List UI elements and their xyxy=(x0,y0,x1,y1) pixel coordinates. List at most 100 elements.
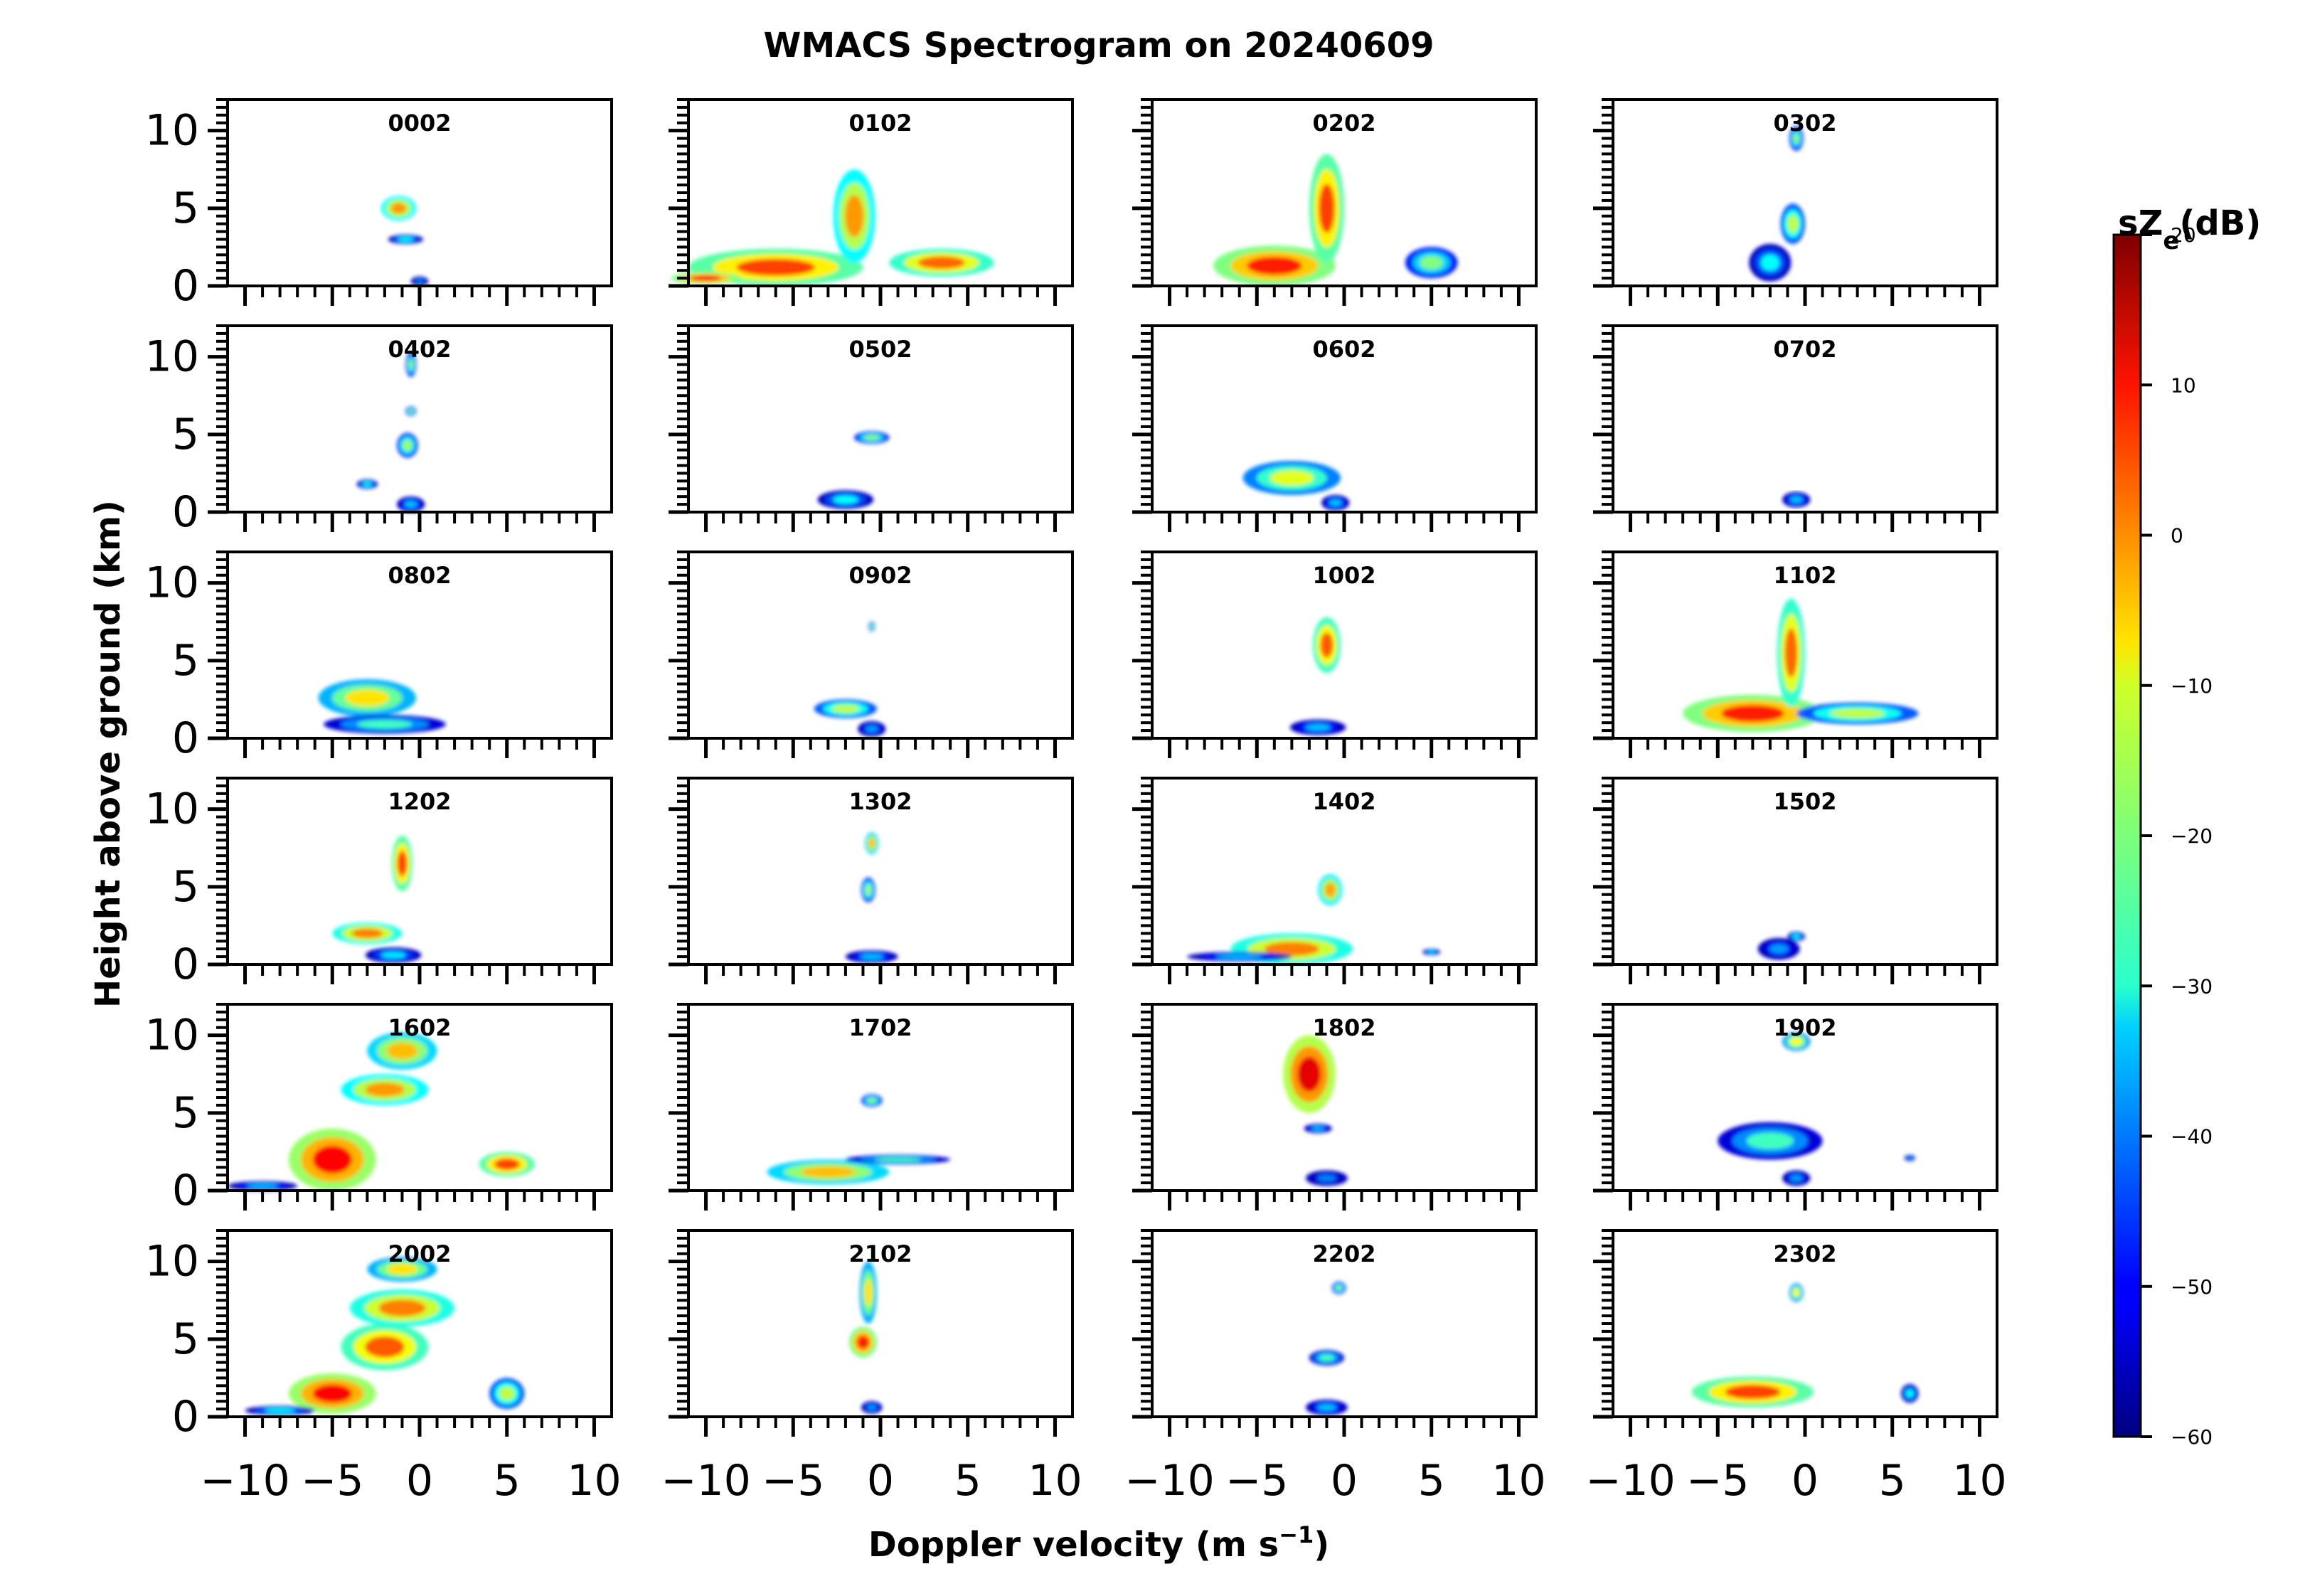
y-tick-label: 5 xyxy=(172,410,199,459)
spectrum-data xyxy=(1242,460,1350,511)
panel-1602: 1602 0 5 10 xyxy=(145,1003,613,1215)
panel-time-label: 0502 xyxy=(848,336,912,363)
x-tick-label: 0 xyxy=(406,1456,433,1506)
panel-1202: 1202 0 5 10 xyxy=(145,777,613,989)
y-tick-label: 5 xyxy=(172,1088,199,1138)
panel-background xyxy=(228,778,612,964)
spectrum-blob xyxy=(1215,954,1263,959)
spectrum-blob xyxy=(408,358,414,371)
spectrum-blob xyxy=(1907,1156,1912,1161)
colorbar-tick-label: −30 xyxy=(2171,974,2213,998)
spectrum-blob xyxy=(1792,934,1801,939)
panel-1502: 1502 xyxy=(1593,777,1998,984)
x-tick-label: 10 xyxy=(1491,1456,1545,1506)
panel-time-label: 0002 xyxy=(388,110,451,137)
spectrum-blob xyxy=(351,928,383,939)
spectrum-blob xyxy=(1317,1403,1336,1411)
y-tick-label: 5 xyxy=(172,636,199,686)
y-tick-label: 0 xyxy=(172,940,199,989)
spectrum-blob xyxy=(1789,1174,1803,1182)
spectrum-blob xyxy=(1721,705,1784,722)
spectrum-blob xyxy=(1329,499,1342,506)
x-tick-label: 10 xyxy=(1028,1456,1082,1506)
colorbar-tick-label: −50 xyxy=(2171,1275,2213,1299)
spectrum-blob xyxy=(865,725,878,733)
panel-1102: 1102 xyxy=(1593,550,1998,758)
spectrum-blob xyxy=(1269,470,1314,486)
colorbar-tick-label: 10 xyxy=(2171,373,2196,397)
panel-0602: 0602 xyxy=(1132,324,1538,532)
colorbar-tick-label: −60 xyxy=(2171,1425,2213,1449)
x-axis-label: Doppler velocity (m s−1) xyxy=(868,1521,1329,1565)
spectrum-data xyxy=(848,1261,883,1414)
spectrum-blob xyxy=(863,435,880,441)
panel-0502: 0502 xyxy=(669,324,1074,532)
spectrum-blob xyxy=(1725,1385,1781,1399)
spectrum-blob xyxy=(1264,942,1320,956)
panel-1402: 1402 xyxy=(1132,777,1538,984)
spectrum-blob xyxy=(247,1183,279,1188)
spectrum-blob xyxy=(1305,723,1331,731)
y-tick-label: 5 xyxy=(172,183,199,233)
spectrum-blob xyxy=(499,1386,515,1401)
spectrum-blob xyxy=(1247,256,1302,275)
x-tick-label: −10 xyxy=(1585,1456,1676,1506)
spectrum-blob xyxy=(362,482,372,486)
x-tick-label: −5 xyxy=(762,1456,824,1506)
panel-0802: 0802 0 5 10 xyxy=(145,550,613,763)
spectrum-data xyxy=(1306,1282,1348,1415)
panel-grid: 0002 0 5 10 0102 0202 0302 0402 0 5 10 0502 0602 0702… xyxy=(145,98,2007,1506)
panel-time-label: 1802 xyxy=(1312,1014,1375,1041)
x-tick-label: 5 xyxy=(494,1456,521,1506)
x-tick-label: −5 xyxy=(301,1456,363,1506)
spectrum-blob xyxy=(690,275,722,282)
spectrum-blob xyxy=(397,851,408,876)
spectrum-data xyxy=(845,832,898,963)
panel-background xyxy=(688,778,1072,964)
spectrum-blob xyxy=(1324,883,1336,898)
spectrum-data xyxy=(1289,617,1346,735)
spectrum-blob xyxy=(312,1384,352,1403)
spectrum-data xyxy=(318,679,446,734)
spectrum-blob xyxy=(1760,254,1780,272)
panel-background xyxy=(1613,778,1997,964)
spectrum-data xyxy=(245,1257,525,1415)
panel-0702: 0702 xyxy=(1593,324,1998,532)
spectrum-blob xyxy=(386,1042,418,1060)
spectrum-blob xyxy=(1427,949,1436,954)
panel-time-label: 0702 xyxy=(1773,336,1836,363)
panel-2102: 2102 −10 −5 0 5 10 xyxy=(661,1229,1082,1506)
y-tick-label: 10 xyxy=(145,1011,199,1060)
y-tick-label: 10 xyxy=(145,784,199,834)
spectrum-blob xyxy=(865,884,872,896)
panel-background xyxy=(1152,1230,1536,1417)
spectrum-blob xyxy=(312,1145,352,1174)
y-tick-label: 0 xyxy=(172,1392,199,1442)
spectrum-blob xyxy=(1297,1056,1321,1092)
panel-background xyxy=(228,552,612,738)
x-tick-label: −5 xyxy=(1225,1456,1288,1506)
spectrum-data xyxy=(1691,1283,1919,1408)
spectrum-blob xyxy=(1789,496,1803,504)
colorbar-label: sZe(dB) xyxy=(2118,203,2261,255)
panel-time-label: 0802 xyxy=(388,562,451,589)
panel-time-label: 1302 xyxy=(848,788,912,815)
spectrum-blob xyxy=(415,279,424,284)
spectrum-blob xyxy=(403,440,412,451)
panel-0402: 0402 0 5 10 xyxy=(145,324,613,537)
colorbar-tick-label: 0 xyxy=(2171,524,2183,548)
panel-time-label: 0302 xyxy=(1773,110,1836,137)
spectrum-blob xyxy=(860,954,884,960)
spectrum-data xyxy=(1749,126,1805,282)
spectrum-blob xyxy=(831,704,860,713)
spectrum-blob xyxy=(867,1404,877,1410)
panel-background xyxy=(1152,1004,1536,1191)
spectrum-blob xyxy=(867,1097,877,1104)
spectrum-blob xyxy=(1784,628,1798,678)
colorbar-ticks: 20 10 0 −10 −20 −30 −40 −50 −60 xyxy=(2141,223,2213,1449)
spectrum-blob xyxy=(264,1408,296,1413)
panel-time-label: 1602 xyxy=(388,1014,451,1041)
spectrum-blob xyxy=(365,1336,405,1358)
panel-time-label: 2102 xyxy=(848,1240,912,1267)
spectrum-blob xyxy=(1319,183,1335,233)
